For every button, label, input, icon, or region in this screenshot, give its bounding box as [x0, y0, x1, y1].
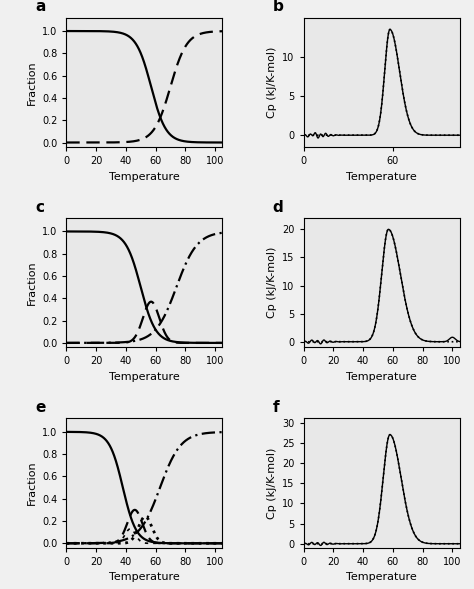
X-axis label: Temperature: Temperature [109, 372, 180, 382]
X-axis label: Temperature: Temperature [346, 171, 417, 181]
Text: f: f [273, 400, 279, 415]
Y-axis label: Fraction: Fraction [27, 60, 36, 105]
Text: d: d [273, 200, 283, 214]
X-axis label: Temperature: Temperature [109, 171, 180, 181]
Y-axis label: Fraction: Fraction [27, 260, 36, 305]
Text: b: b [273, 0, 283, 14]
X-axis label: Temperature: Temperature [346, 573, 417, 583]
Text: e: e [35, 400, 46, 415]
Y-axis label: Cp (kJ/K-mol): Cp (kJ/K-mol) [267, 247, 277, 319]
Y-axis label: Fraction: Fraction [27, 461, 36, 505]
Y-axis label: Cp (kJ/K-mol): Cp (kJ/K-mol) [266, 448, 276, 519]
Text: c: c [35, 200, 44, 214]
X-axis label: Temperature: Temperature [346, 372, 417, 382]
X-axis label: Temperature: Temperature [109, 573, 180, 583]
Y-axis label: Cp (kJ/K-mol): Cp (kJ/K-mol) [267, 47, 277, 118]
Text: a: a [35, 0, 46, 14]
